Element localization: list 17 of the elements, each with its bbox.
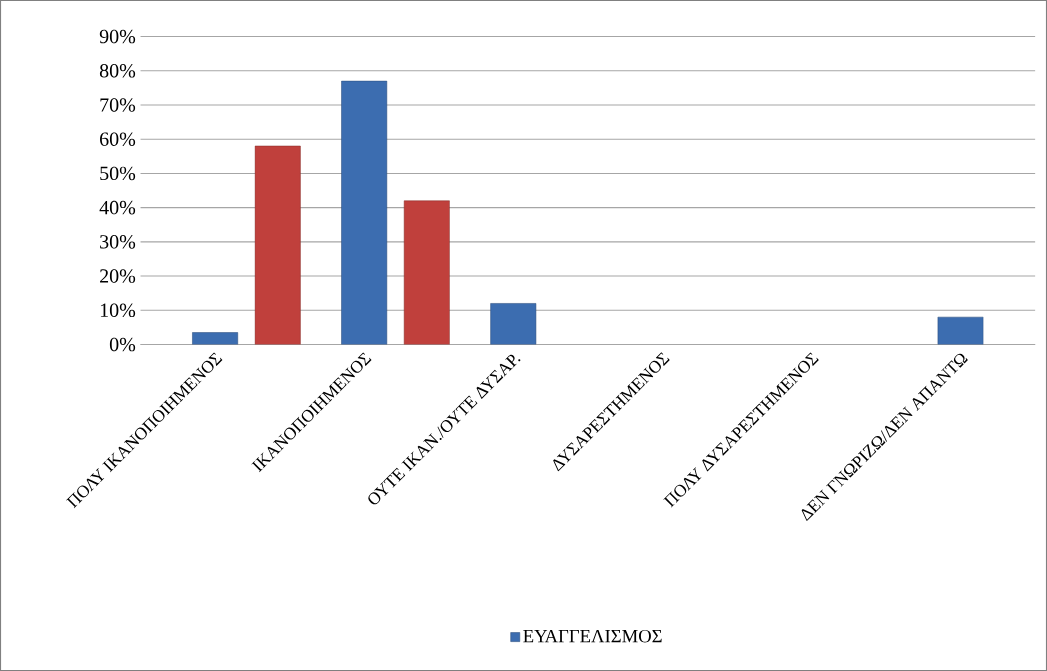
y-tick-label: 0%	[109, 337, 136, 352]
bar	[254, 145, 301, 345]
y-tick-label: 90%	[99, 29, 136, 44]
bar	[341, 80, 388, 345]
y-tick-label: 30%	[100, 235, 136, 249]
bar	[490, 303, 537, 345]
bar	[937, 316, 984, 345]
bar	[192, 332, 239, 345]
y-tick-label: 80%	[99, 63, 136, 78]
y-tick-label: 20%	[100, 269, 136, 283]
bar	[403, 200, 450, 345]
y-tick-label: 70%	[100, 98, 136, 112]
y-tick-label: 40%	[99, 200, 136, 215]
y-tick-label: 50%	[100, 166, 136, 181]
y-tick-label: 60%	[100, 132, 136, 146]
y-tick-label: 10%	[100, 303, 136, 318]
legend-label: ΕΥΑΓΓΕΛΙΣΜΟΣ	[523, 629, 662, 643]
